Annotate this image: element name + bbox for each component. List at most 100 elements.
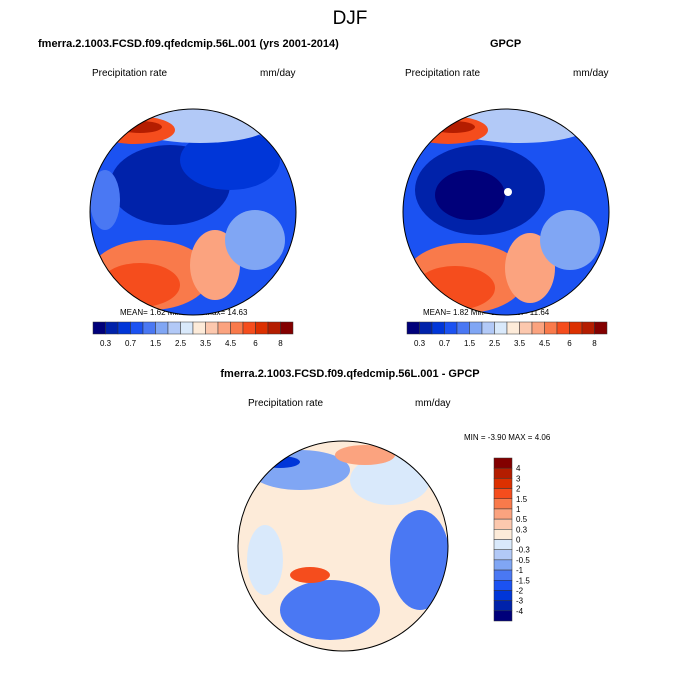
colorbar-model-box <box>130 321 144 335</box>
difference-map <box>238 441 448 651</box>
colorbar-difference-box <box>493 569 513 581</box>
colorbar-gpcp-tick-label: 3.5 <box>514 339 526 348</box>
panel1-title: fmerra.2.1003.FCSD.f09.qfedcmip.56L.001 … <box>38 38 339 50</box>
colorbar-difference-box <box>493 549 513 561</box>
colorbar-gpcp-box <box>556 321 570 335</box>
colorbar-difference-tick-label: 0 <box>516 536 521 545</box>
colorbar-difference-tick-label: 4 <box>516 464 521 473</box>
model-precip-map <box>90 109 296 315</box>
colorbar-gpcp-box <box>519 321 533 335</box>
model-map-border <box>89 108 297 316</box>
colorbar-model-tick-label: 2.5 <box>175 339 187 348</box>
colorbar-gpcp-tick-label: 0.3 <box>414 339 426 348</box>
colorbar-model-tick-label: 6 <box>253 339 258 348</box>
colorbar-model-box <box>280 321 294 335</box>
colorbar-difference-tick-label: -2 <box>516 586 524 595</box>
colorbar-model-box <box>142 321 156 335</box>
colorbar-difference-tick-label: -0.3 <box>516 546 530 555</box>
panel3-title: fmerra.2.1003.FCSD.f09.qfedcmip.56L.001 … <box>220 368 480 380</box>
colorbar-difference-box <box>493 457 513 469</box>
colorbar-gpcp-box <box>469 321 483 335</box>
colorbar-difference-tick-label: -1 <box>516 566 524 575</box>
colorbar-difference-box <box>493 467 513 479</box>
colorbar-gpcp-box <box>406 321 420 335</box>
colorbar-difference-box <box>493 539 513 550</box>
panel1-units: mm/day <box>260 68 296 79</box>
colorbar-difference-box <box>493 600 513 612</box>
colorbar-difference-tick-label: 2 <box>516 485 521 494</box>
colorbar-model-box <box>217 321 231 335</box>
colorbar-difference-tick-label: 0.3 <box>516 525 528 534</box>
colorbar-model-tick-label: 8 <box>278 339 283 348</box>
colorbar-model-tick-label: 4.5 <box>225 339 237 348</box>
colorbar-difference-box <box>493 580 513 591</box>
colorbar-gpcp-tick-label: 6 <box>567 339 572 348</box>
colorbar-model-tick-label: 0.7 <box>125 339 137 348</box>
colorbar-gpcp-tick-label: 2.5 <box>489 339 501 348</box>
colorbar-model: 0.3 0.7 1.5 2.5 3.5 4.5 6 8 <box>92 321 294 348</box>
colorbar-difference: 43 21.510.50.3 0-0.3-0.5-1-1.5-2 -3-4 <box>493 457 530 622</box>
panel2-units: mm/day <box>573 68 609 79</box>
colorbar-model-box <box>242 321 256 335</box>
colorbar-model-box <box>205 321 219 335</box>
colorbar-difference-box <box>493 508 513 520</box>
colorbar-model-tick-label: 1.5 <box>150 339 162 348</box>
panel2-title: GPCP <box>490 38 522 50</box>
colorbar-model-box <box>267 321 281 335</box>
panel3-left-label: Precipitation rate <box>248 398 324 409</box>
panel2-left-label: Precipitation rate <box>405 68 481 79</box>
colorbar-difference-box <box>493 590 513 601</box>
colorbar-difference-tick-label: -3 <box>516 597 524 606</box>
colorbar-difference-box <box>493 478 513 489</box>
colorbar-difference-box <box>493 610 513 622</box>
colorbar-difference-box <box>493 488 513 499</box>
colorbar-gpcp-box <box>544 321 558 335</box>
colorbar-gpcp-box <box>481 321 495 335</box>
panel1-left-label: Precipitation rate <box>92 68 168 79</box>
colorbar-difference-box <box>493 559 513 571</box>
colorbar-model-box <box>167 321 181 335</box>
colorbar-model-box <box>255 321 269 335</box>
colorbar-gpcp-tick-label: 8 <box>592 339 597 348</box>
colorbar-model-box <box>105 321 119 335</box>
colorbar-gpcp-box <box>506 321 520 335</box>
colorbar-difference-box <box>493 518 513 530</box>
colorbar-gpcp-box <box>431 321 445 335</box>
panel3-units: mm/day <box>415 398 451 409</box>
colorbar-gpcp-box <box>569 321 583 335</box>
colorbar-gpcp-box <box>419 321 433 335</box>
colorbar-difference-box <box>493 498 513 510</box>
panel3-stats: MIN = -3.90 MAX = 4.06 <box>464 433 551 442</box>
colorbar-difference-tick-label: 1 <box>516 505 521 514</box>
difference-map-border <box>237 440 449 652</box>
figure-title: DJF <box>332 8 368 29</box>
colorbar-difference-tick-label: -0.5 <box>516 556 530 565</box>
colorbar-model-box <box>192 321 206 335</box>
colorbar-difference-box <box>493 529 513 540</box>
colorbar-gpcp-box <box>531 321 545 335</box>
colorbar-difference-tick-label: -1.5 <box>516 576 530 585</box>
colorbar-difference-tick-label: -4 <box>516 607 524 616</box>
colorbar-gpcp-box <box>494 321 508 335</box>
colorbar-gpcp-tick-label: 4.5 <box>539 339 551 348</box>
colorbar-difference-tick-label: 0.5 <box>516 515 528 524</box>
colorbar-difference-tick-label: 1.5 <box>516 495 528 504</box>
colorbar-gpcp-tick-label: 1.5 <box>464 339 476 348</box>
colorbar-model-tick-label: 0.3 <box>100 339 112 348</box>
gpcp-map-border <box>402 108 610 316</box>
colorbar-gpcp-tick-label: 0.7 <box>439 339 451 348</box>
colorbar-gpcp-box <box>594 321 608 335</box>
colorbar-model-tick-label: 3.5 <box>200 339 212 348</box>
colorbar-model-box <box>92 321 106 335</box>
colorbar-gpcp-box <box>444 321 458 335</box>
colorbar-gpcp: 0.3 0.7 1.5 2.5 3.5 4.5 6 8 <box>406 321 608 348</box>
colorbar-model-box <box>180 321 194 335</box>
colorbar-gpcp-box <box>456 321 470 335</box>
colorbar-model-box <box>155 321 169 335</box>
colorbar-model-box <box>117 321 131 335</box>
colorbar-model-box <box>230 321 244 335</box>
colorbar-gpcp-box <box>581 321 595 335</box>
colorbar-difference-tick-label: 3 <box>516 474 521 483</box>
